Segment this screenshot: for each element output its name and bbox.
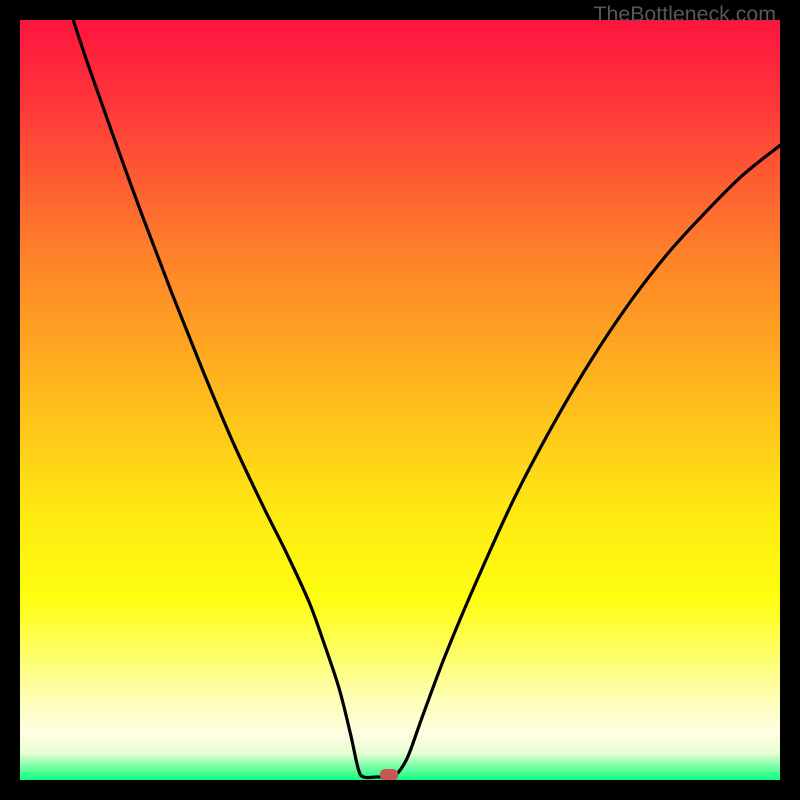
chart-frame: [0, 0, 800, 800]
bottleneck-chart: TheBottleneck.com: [0, 0, 800, 800]
watermark-text: TheBottleneck.com: [593, 2, 776, 27]
